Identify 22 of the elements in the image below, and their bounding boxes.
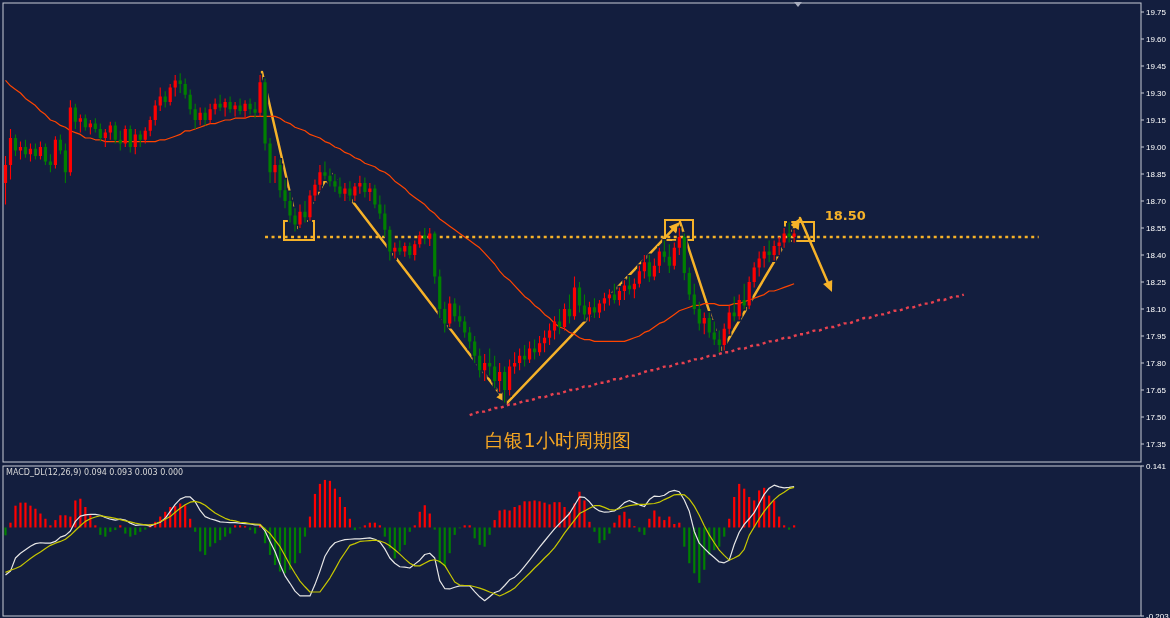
y-tick-label: 17.80 xyxy=(1146,358,1167,368)
y-tick-label: 19.45 xyxy=(1146,61,1167,71)
y-tick-label: 17.50 xyxy=(1146,412,1167,422)
text: 白银1小时周期图 xyxy=(485,429,631,451)
y-tick-label: 19.30 xyxy=(1146,88,1167,98)
y-tick-label: 19.75 xyxy=(1146,7,1167,17)
y-tick-label: -0.203 xyxy=(1146,611,1170,618)
y-tick-label: 18.10 xyxy=(1146,304,1167,314)
y-tick-label: 0.141 xyxy=(1146,461,1167,471)
y-tick-label: 18.85 xyxy=(1146,169,1167,179)
y-tick-label: 19.15 xyxy=(1146,115,1167,125)
y-tick-label: 18.40 xyxy=(1146,250,1167,260)
chart-title: MACD_DL(12,26,9) 0.094 0.093 0.003 0.000 xyxy=(6,467,184,477)
y-tick-label: 17.65 xyxy=(1146,385,1167,395)
y-tick-label: 18.25 xyxy=(1146,277,1167,287)
y-tick-label: 18.70 xyxy=(1146,196,1167,206)
y-tick-label: 19.60 xyxy=(1146,34,1167,44)
y-tick-label: 17.95 xyxy=(1146,331,1167,341)
y-tick-label: 17.35 xyxy=(1146,439,1167,449)
legend-label: 18.50 xyxy=(824,207,866,223)
y-tick-label: 19.00 xyxy=(1146,142,1167,152)
y-tick-label: 18.55 xyxy=(1146,223,1167,233)
